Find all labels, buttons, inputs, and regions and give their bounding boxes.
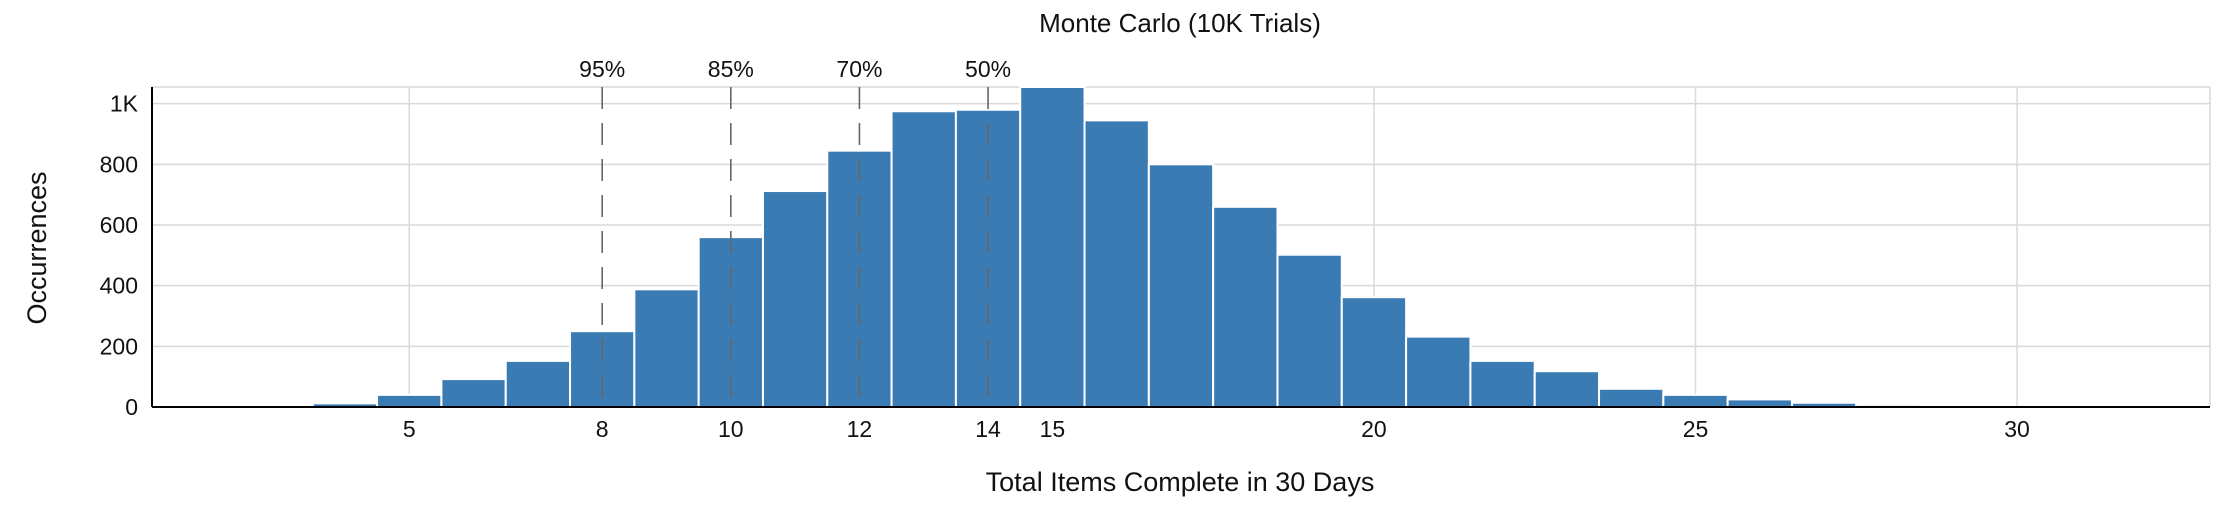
histogram-bar — [890, 110, 957, 408]
histogram-bar — [1340, 296, 1408, 409]
histogram-bar — [1405, 335, 1472, 409]
x-tick-label: 30 — [2004, 416, 2030, 442]
percentile-label: 50% — [965, 56, 1011, 82]
histogram-bar — [1212, 205, 1279, 408]
histogram-bar — [1533, 370, 1601, 408]
histogram-bar — [1083, 119, 1150, 408]
x-tick-label: 12 — [847, 416, 873, 442]
histogram-bar — [1469, 359, 1536, 408]
x-tick-label: 15 — [1040, 416, 1066, 442]
y-axis-label: Occurrences — [22, 171, 52, 324]
x-tick-label: 20 — [1361, 416, 1387, 442]
histogram-bar — [440, 378, 507, 408]
histogram-bar — [1147, 163, 1215, 408]
y-tick-label: 400 — [100, 273, 138, 299]
bars — [247, 86, 2179, 409]
histogram-bar — [1019, 86, 1086, 408]
y-tick-label: 600 — [100, 212, 138, 238]
histogram-bar — [633, 288, 700, 409]
x-tick-label: 10 — [718, 416, 744, 442]
histogram-bar — [1276, 253, 1343, 408]
x-axis-label: Total Items Complete in 30 Days — [986, 467, 1375, 497]
percentile-label: 95% — [579, 56, 625, 82]
axes — [151, 87, 2210, 408]
y-tick-label: 0 — [125, 394, 138, 420]
histogram-bar — [504, 359, 572, 408]
percentile-label: 85% — [708, 56, 754, 82]
histogram-bar — [376, 393, 443, 409]
chart-title: Monte Carlo (10K Trials) — [1039, 8, 1321, 38]
y-tick-label: 800 — [100, 151, 138, 177]
histogram-bar — [1726, 398, 1793, 408]
percentile-label: 70% — [836, 56, 882, 82]
histogram-bar — [1598, 387, 1665, 408]
x-tick-label: 5 — [403, 416, 416, 442]
tick-labels: 0 200 400 600 800 1K 5 8 10 12 14 15 20 25 30 — [100, 91, 2030, 442]
percentile-markers: 95% 85% 70% 50% — [579, 56, 1011, 407]
y-tick-label: 1K — [110, 91, 139, 117]
histogram-bar — [954, 108, 1022, 409]
x-tick-label: 14 — [975, 416, 1001, 442]
x-tick-label: 25 — [1683, 416, 1709, 442]
histogram-bar — [1662, 393, 1729, 409]
histogram-bar — [761, 190, 829, 408]
x-tick-label: 8 — [596, 416, 609, 442]
y-tick-label: 200 — [100, 333, 138, 359]
